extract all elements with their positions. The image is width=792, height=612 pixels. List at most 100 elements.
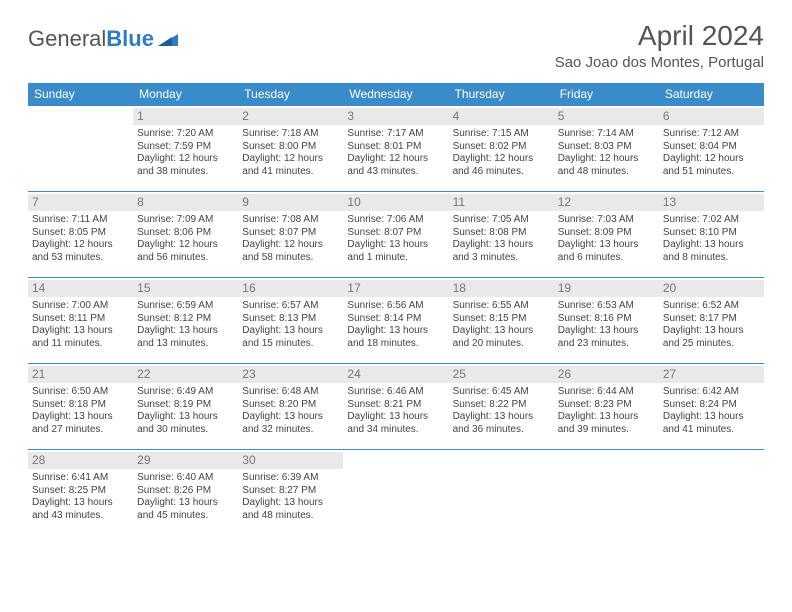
day-details: Sunrise: 6:55 AMSunset: 8:15 PMDaylight:… bbox=[453, 300, 550, 350]
day-detail-line: Sunrise: 7:06 AM bbox=[347, 214, 444, 227]
day-details: Sunrise: 7:11 AMSunset: 8:05 PMDaylight:… bbox=[32, 214, 129, 264]
day-details: Sunrise: 7:00 AMSunset: 8:11 PMDaylight:… bbox=[32, 300, 129, 350]
day-detail-line: Sunset: 8:13 PM bbox=[242, 313, 339, 326]
day-detail-line: and 30 minutes. bbox=[137, 424, 234, 437]
day-details: Sunrise: 6:59 AMSunset: 8:12 PMDaylight:… bbox=[137, 300, 234, 350]
day-details: Sunrise: 7:15 AMSunset: 8:02 PMDaylight:… bbox=[453, 128, 550, 178]
calendar-day-cell: 18Sunrise: 6:55 AMSunset: 8:15 PMDayligh… bbox=[449, 278, 554, 364]
calendar-day-cell: 19 Sunrise: 6:53 AMSunset: 8:16 PMDayligh… bbox=[554, 278, 659, 364]
day-detail-line: Daylight: 13 hours bbox=[558, 411, 655, 424]
day-number: 10 bbox=[343, 194, 448, 211]
day-details: Sunrise: 6:50 AMSunset: 8:18 PMDaylight:… bbox=[32, 386, 129, 436]
day-details: Sunrise: 6:53 AMSunset: 8:16 PMDaylight:… bbox=[558, 300, 655, 350]
day-detail-line: Sunset: 8:01 PM bbox=[347, 141, 444, 154]
day-detail-line: Sunset: 8:06 PM bbox=[137, 227, 234, 240]
brand-part1: General bbox=[28, 26, 106, 51]
calendar-day-cell: 20Sunrise: 6:52 AMSunset: 8:17 PMDayligh… bbox=[659, 278, 764, 364]
day-detail-line: and 48 minutes. bbox=[242, 510, 339, 523]
day-detail-line: Sunset: 8:16 PM bbox=[558, 313, 655, 326]
day-detail-line: Sunset: 8:21 PM bbox=[347, 399, 444, 412]
calendar-day-cell: 12Sunrise: 7:03 AMSunset: 8:09 PMDayligh… bbox=[554, 192, 659, 278]
calendar-week-row: 1Sunrise: 7:20 AMSunset: 7:59 PMDaylight… bbox=[28, 106, 764, 192]
day-detail-line: Sunrise: 7:08 AM bbox=[242, 214, 339, 227]
calendar-day-cell: 29Sunrise: 6:40 AMSunset: 8:26 PMDayligh… bbox=[133, 450, 238, 536]
day-number: 1 bbox=[133, 108, 238, 125]
day-detail-line: Sunset: 8:00 PM bbox=[242, 141, 339, 154]
day-detail-line: Daylight: 13 hours bbox=[137, 497, 234, 510]
day-detail-line: Sunset: 8:23 PM bbox=[558, 399, 655, 412]
title-block: April 2024 Sao Joao dos Montes, Portugal bbox=[555, 20, 764, 71]
calendar-week-row: 7Sunrise: 7:11 AMSunset: 8:05 PMDaylight… bbox=[28, 192, 764, 278]
day-detail-line: Sunset: 8:20 PM bbox=[242, 399, 339, 412]
day-detail-line: Sunset: 8:14 PM bbox=[347, 313, 444, 326]
brand-part2: Blue bbox=[106, 26, 154, 51]
day-detail-line: Daylight: 13 hours bbox=[663, 411, 760, 424]
day-detail-line: Sunset: 7:59 PM bbox=[137, 141, 234, 154]
day-number: 30 bbox=[238, 452, 343, 469]
day-details: Sunrise: 6:44 AMSunset: 8:23 PMDaylight:… bbox=[558, 386, 655, 436]
calendar-day-cell: 30Sunrise: 6:39 AMSunset: 8:27 PMDayligh… bbox=[238, 450, 343, 536]
day-detail-line: Daylight: 13 hours bbox=[663, 239, 760, 252]
day-details: Sunrise: 7:08 AMSunset: 8:07 PMDaylight:… bbox=[242, 214, 339, 264]
day-detail-line: and 48 minutes. bbox=[558, 166, 655, 179]
day-detail-line: and 18 minutes. bbox=[347, 338, 444, 351]
weekday-header: Monday bbox=[133, 83, 238, 106]
day-detail-line: and 8 minutes. bbox=[663, 252, 760, 265]
day-details: Sunrise: 6:41 AMSunset: 8:25 PMDaylight:… bbox=[32, 472, 129, 522]
day-detail-line: and 41 minutes. bbox=[663, 424, 760, 437]
day-detail-line: Sunset: 8:03 PM bbox=[558, 141, 655, 154]
day-details: Sunrise: 6:45 AMSunset: 8:22 PMDaylight:… bbox=[453, 386, 550, 436]
day-details: Sunrise: 7:02 AMSunset: 8:10 PMDaylight:… bbox=[663, 214, 760, 264]
day-detail-line: Daylight: 13 hours bbox=[558, 325, 655, 338]
day-number: 19 bbox=[554, 280, 659, 297]
day-detail-line: Sunset: 8:15 PM bbox=[453, 313, 550, 326]
day-detail-line: Sunrise: 6:39 AM bbox=[242, 472, 339, 485]
calendar-day-cell: 24Sunrise: 6:46 AMSunset: 8:21 PMDayligh… bbox=[343, 364, 448, 450]
day-detail-line: Daylight: 12 hours bbox=[242, 153, 339, 166]
day-detail-line: Daylight: 12 hours bbox=[242, 239, 339, 252]
day-detail-line: Sunset: 8:18 PM bbox=[32, 399, 129, 412]
calendar-day-cell: 8Sunrise: 7:09 AMSunset: 8:06 PMDaylight… bbox=[133, 192, 238, 278]
day-detail-line: Daylight: 13 hours bbox=[32, 497, 129, 510]
day-number: 28 bbox=[28, 452, 133, 469]
day-detail-line: Sunrise: 6:42 AM bbox=[663, 386, 760, 399]
day-detail-line: Sunset: 8:07 PM bbox=[347, 227, 444, 240]
day-detail-line: and 58 minutes. bbox=[242, 252, 339, 265]
day-detail-line: Sunrise: 7:00 AM bbox=[32, 300, 129, 313]
calendar-day-cell: 22Sunrise: 6:49 AMSunset: 8:19 PMDayligh… bbox=[133, 364, 238, 450]
day-detail-line: and 1 minute. bbox=[347, 252, 444, 265]
day-detail-line: Sunset: 8:04 PM bbox=[663, 141, 760, 154]
day-detail-line: and 46 minutes. bbox=[453, 166, 550, 179]
day-detail-line: and 11 minutes. bbox=[32, 338, 129, 351]
day-details: Sunrise: 6:52 AMSunset: 8:17 PMDaylight:… bbox=[663, 300, 760, 350]
weekday-header-row: SundayMondayTuesdayWednesdayThursdayFrid… bbox=[28, 83, 764, 106]
day-details: Sunrise: 6:57 AMSunset: 8:13 PMDaylight:… bbox=[242, 300, 339, 350]
day-detail-line: and 53 minutes. bbox=[32, 252, 129, 265]
day-detail-line: Daylight: 12 hours bbox=[137, 153, 234, 166]
day-detail-line: Sunrise: 6:52 AM bbox=[663, 300, 760, 313]
day-detail-line: Daylight: 13 hours bbox=[242, 497, 339, 510]
day-detail-line: Sunset: 8:09 PM bbox=[558, 227, 655, 240]
day-detail-line: Sunrise: 6:45 AM bbox=[453, 386, 550, 399]
calendar-day-cell bbox=[659, 450, 764, 536]
day-detail-line: and 39 minutes. bbox=[558, 424, 655, 437]
weekday-header: Wednesday bbox=[343, 83, 448, 106]
weekday-header: Saturday bbox=[659, 83, 764, 106]
weekday-header: Sunday bbox=[28, 83, 133, 106]
day-detail-line: Daylight: 13 hours bbox=[242, 411, 339, 424]
calendar-day-cell: 23Sunrise: 6:48 AMSunset: 8:20 PMDayligh… bbox=[238, 364, 343, 450]
brand-triangle-icon bbox=[158, 32, 178, 46]
day-details: Sunrise: 6:42 AMSunset: 8:24 PMDaylight:… bbox=[663, 386, 760, 436]
day-details: Sunrise: 7:03 AMSunset: 8:09 PMDaylight:… bbox=[558, 214, 655, 264]
day-detail-line: Daylight: 13 hours bbox=[453, 411, 550, 424]
day-detail-line: Sunset: 8:05 PM bbox=[32, 227, 129, 240]
calendar-day-cell: 9Sunrise: 7:08 AMSunset: 8:07 PMDaylight… bbox=[238, 192, 343, 278]
calendar-day-cell: 7Sunrise: 7:11 AMSunset: 8:05 PMDaylight… bbox=[28, 192, 133, 278]
day-detail-line: Daylight: 12 hours bbox=[137, 239, 234, 252]
brand-text: GeneralBlue bbox=[28, 26, 154, 52]
day-number: 15 bbox=[133, 280, 238, 297]
day-details: Sunrise: 7:06 AMSunset: 8:07 PMDaylight:… bbox=[347, 214, 444, 264]
day-detail-line: Daylight: 13 hours bbox=[32, 325, 129, 338]
day-detail-line: Daylight: 12 hours bbox=[663, 153, 760, 166]
day-details: Sunrise: 6:56 AMSunset: 8:14 PMDaylight:… bbox=[347, 300, 444, 350]
